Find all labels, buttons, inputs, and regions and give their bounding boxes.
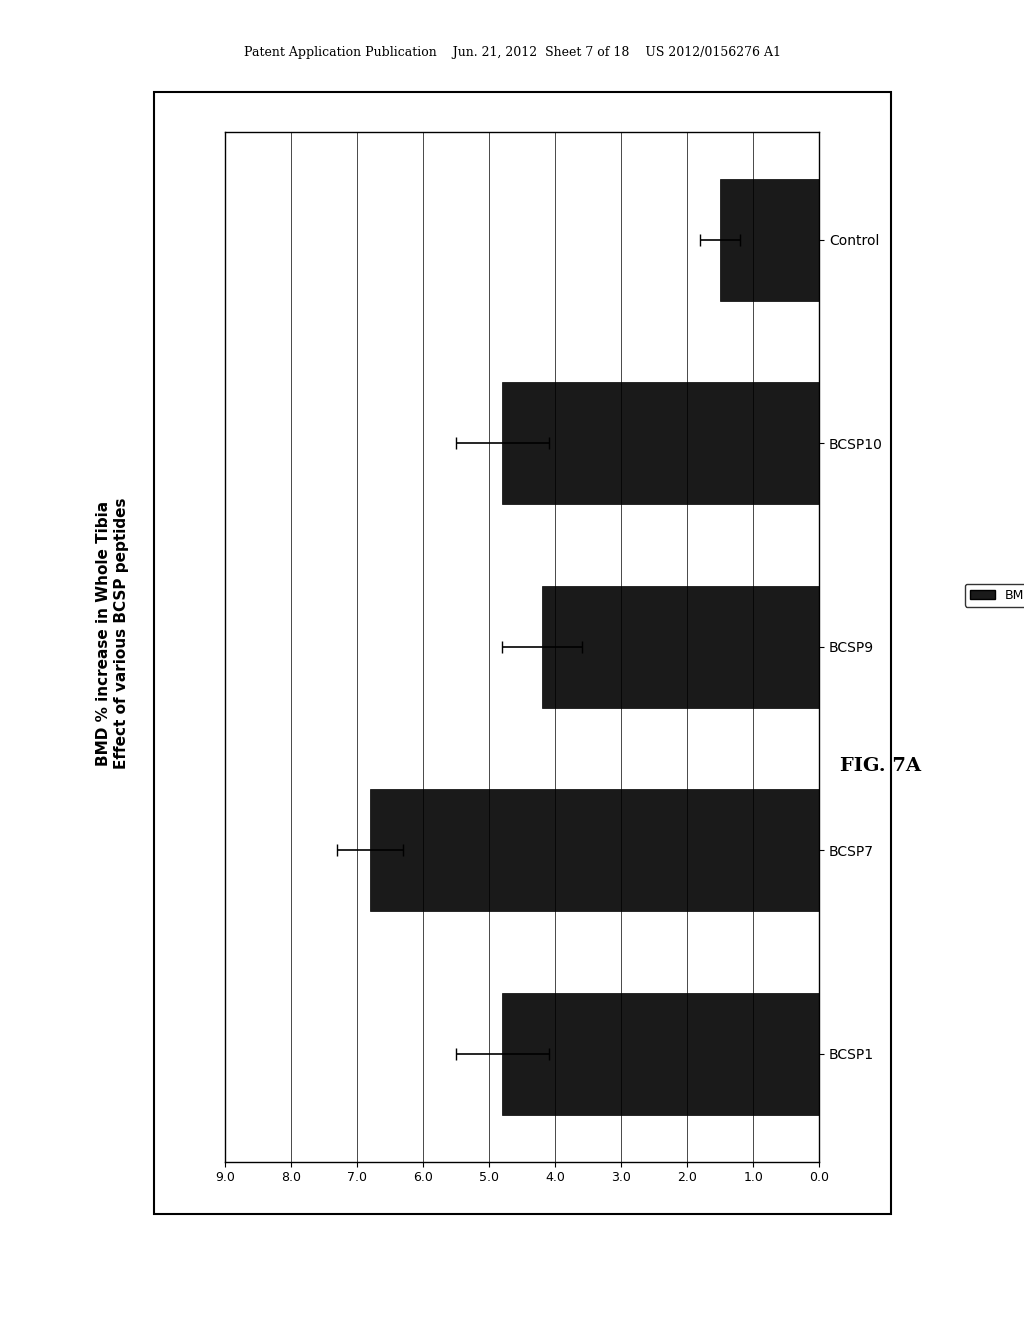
Text: BMD % increase in Whole Tibia
Effect of various BCSP peptides: BMD % increase in Whole Tibia Effect of … (96, 498, 129, 770)
Bar (371, 789, 819, 911)
Legend: BMD: BMD (965, 583, 1024, 607)
Bar (720, 178, 819, 301)
Text: FIG. 7A: FIG. 7A (840, 756, 921, 775)
Text: Patent Application Publication    Jun. 21, 2012  Sheet 7 of 18    US 2012/015627: Patent Application Publication Jun. 21, … (244, 46, 780, 59)
Bar (542, 586, 819, 708)
Bar (503, 383, 819, 504)
Bar (503, 993, 819, 1115)
